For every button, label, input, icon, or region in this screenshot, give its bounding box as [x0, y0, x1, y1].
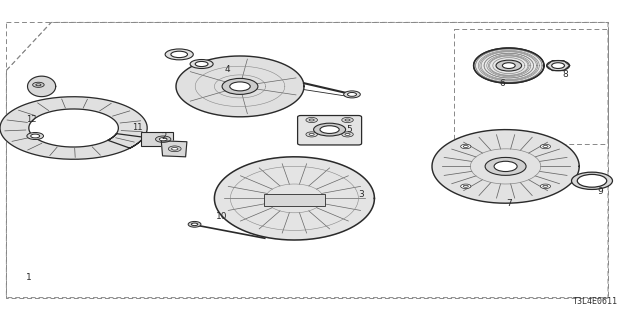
- Ellipse shape: [552, 63, 564, 68]
- Polygon shape: [176, 56, 304, 117]
- Ellipse shape: [309, 133, 314, 135]
- Ellipse shape: [156, 136, 171, 142]
- Bar: [141, 132, 173, 146]
- Ellipse shape: [461, 184, 471, 188]
- Text: 1: 1: [26, 273, 31, 282]
- Ellipse shape: [342, 132, 353, 137]
- Ellipse shape: [342, 117, 353, 123]
- Ellipse shape: [345, 133, 350, 135]
- Text: 12: 12: [26, 115, 36, 124]
- Ellipse shape: [27, 132, 44, 140]
- Polygon shape: [28, 76, 56, 97]
- Ellipse shape: [309, 119, 314, 121]
- Text: 9: 9: [598, 187, 603, 196]
- Text: 10: 10: [216, 212, 228, 221]
- Ellipse shape: [540, 144, 550, 149]
- Ellipse shape: [494, 161, 517, 172]
- Polygon shape: [161, 141, 187, 157]
- Ellipse shape: [540, 184, 550, 188]
- Text: 7: 7: [506, 199, 511, 208]
- Ellipse shape: [165, 49, 193, 60]
- Ellipse shape: [348, 92, 356, 96]
- Ellipse shape: [543, 185, 548, 187]
- Ellipse shape: [496, 60, 522, 71]
- Text: 11: 11: [132, 123, 143, 132]
- Polygon shape: [214, 157, 374, 240]
- Text: 5: 5: [346, 125, 351, 134]
- Ellipse shape: [195, 61, 208, 67]
- Polygon shape: [474, 48, 544, 83]
- Ellipse shape: [461, 144, 471, 149]
- Text: 2: 2: [162, 132, 167, 141]
- Ellipse shape: [577, 174, 607, 187]
- Ellipse shape: [159, 138, 167, 141]
- Ellipse shape: [463, 185, 468, 187]
- FancyBboxPatch shape: [298, 116, 362, 145]
- Ellipse shape: [306, 117, 317, 123]
- Text: T3L4E0611: T3L4E0611: [573, 297, 618, 306]
- Ellipse shape: [171, 51, 188, 58]
- Ellipse shape: [306, 132, 317, 137]
- Polygon shape: [0, 97, 147, 159]
- Ellipse shape: [320, 126, 339, 133]
- Polygon shape: [432, 130, 579, 203]
- Text: 6: 6: [500, 79, 505, 88]
- Ellipse shape: [36, 84, 41, 86]
- Ellipse shape: [463, 146, 468, 148]
- Ellipse shape: [172, 148, 178, 150]
- Ellipse shape: [190, 60, 213, 68]
- Ellipse shape: [230, 82, 250, 91]
- Ellipse shape: [314, 123, 346, 136]
- Ellipse shape: [222, 78, 258, 94]
- Ellipse shape: [188, 221, 201, 227]
- Bar: [264, 194, 325, 206]
- Text: 4: 4: [225, 65, 230, 74]
- Ellipse shape: [344, 91, 360, 98]
- Ellipse shape: [168, 146, 181, 152]
- Ellipse shape: [572, 172, 612, 189]
- Ellipse shape: [502, 63, 515, 68]
- Ellipse shape: [345, 119, 350, 121]
- Ellipse shape: [485, 157, 526, 175]
- Text: 3: 3: [359, 190, 364, 199]
- Ellipse shape: [543, 146, 548, 148]
- Ellipse shape: [31, 134, 40, 138]
- Ellipse shape: [191, 223, 198, 226]
- Text: 8: 8: [563, 70, 568, 79]
- Ellipse shape: [33, 82, 44, 87]
- Ellipse shape: [547, 60, 570, 71]
